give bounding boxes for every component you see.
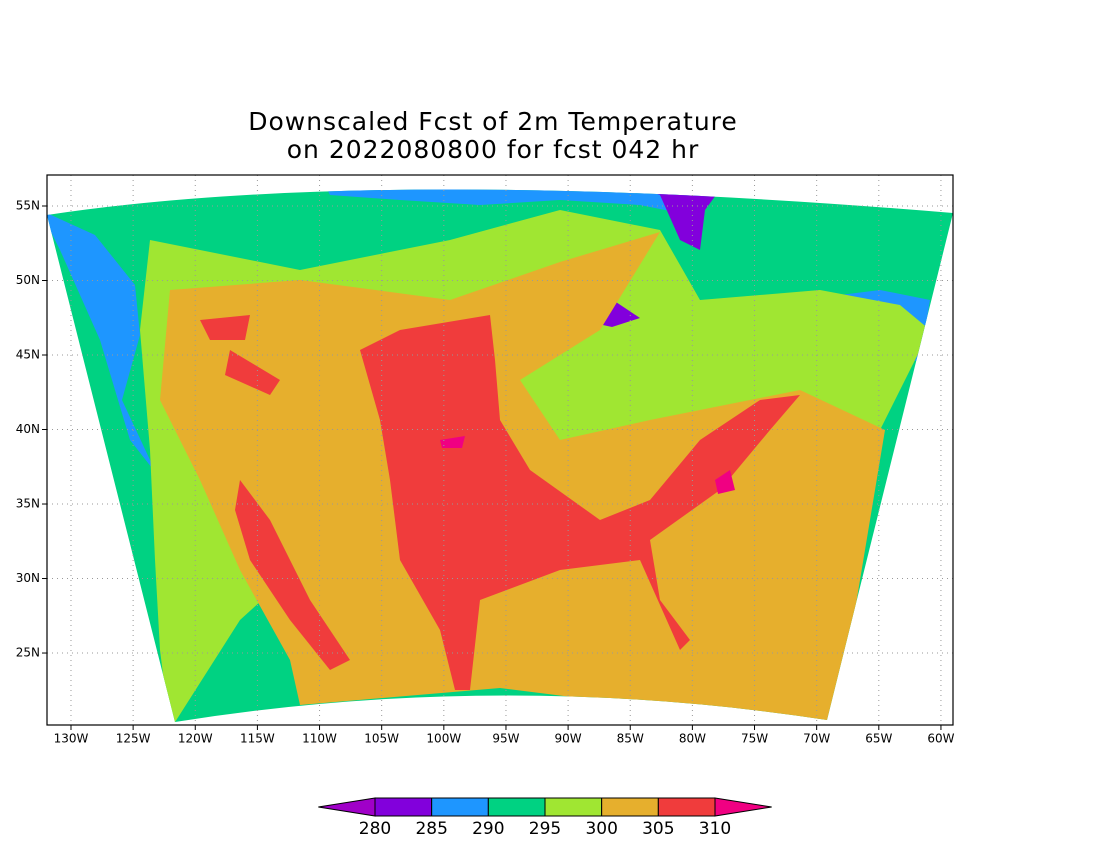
field-region — [225, 350, 280, 395]
plot-frame — [46, 174, 954, 726]
x-tick-label: 60W — [927, 732, 954, 746]
field-region — [450, 172, 540, 186]
colorbar-box — [601, 797, 659, 817]
colorbar-label: 310 — [699, 819, 731, 839]
colorbar-label: 285 — [415, 819, 447, 839]
x-tick-label: 100W — [426, 732, 461, 746]
field-region — [715, 470, 735, 494]
x-tick-label: 80W — [679, 732, 706, 746]
y-tick-label: 35N — [16, 497, 40, 511]
x-tick-label: 105W — [364, 732, 399, 746]
y-tick-label: 30N — [16, 571, 40, 585]
field-region — [360, 315, 800, 690]
axes: 130W 125W 120W 115W 110W 105W 100W 95W 90W 85W 80W… — [16, 175, 955, 746]
colorbar-label: 300 — [585, 819, 617, 839]
x-tick-label: 95W — [492, 732, 519, 746]
colorbar-box — [657, 797, 716, 817]
field-region — [235, 480, 350, 670]
y-tick-label: 25N — [16, 646, 40, 660]
x-tick-label: 90W — [555, 732, 582, 746]
field-region — [200, 315, 250, 340]
colorbar-label: 280 — [359, 819, 391, 839]
colorbar-arrow — [318, 797, 376, 817]
colorbar-box — [544, 797, 603, 817]
field-region — [440, 436, 465, 448]
colorbar-label: 305 — [642, 819, 674, 839]
temperature-field — [47, 172, 953, 722]
field-region — [320, 189, 720, 215]
colorbar-box — [374, 797, 433, 817]
x-tick-label: 115W — [240, 732, 275, 746]
x-tick-label: 125W — [116, 732, 151, 746]
x-tick-label: 120W — [178, 732, 213, 746]
y-tick-label: 45N — [16, 348, 40, 362]
y-tick-label: 50N — [16, 273, 40, 287]
colorbar-label: 295 — [529, 819, 561, 839]
colorbar-arrow — [714, 797, 772, 817]
y-tick-label: 40N — [16, 422, 40, 436]
colorbar: 280 285 290 295 300 305 310 — [318, 797, 772, 839]
colorbar-label: 290 — [472, 819, 504, 839]
chart-subtitle: on 2022080800 for fcst 042 hr — [287, 135, 700, 164]
x-tick-label: 130W — [54, 732, 89, 746]
x-tick-label: 110W — [302, 732, 337, 746]
colorbar-box — [431, 797, 489, 817]
x-tick-label: 75W — [741, 732, 768, 746]
field-region — [47, 210, 185, 510]
x-tick-label: 70W — [803, 732, 830, 746]
x-tick-label: 65W — [865, 732, 892, 746]
y-tick-label: 55N — [16, 198, 40, 212]
x-tick-label: 85W — [617, 732, 644, 746]
chart-title: Downscaled Fcst of 2m Temperature — [248, 107, 738, 136]
colorbar-box — [487, 797, 546, 817]
